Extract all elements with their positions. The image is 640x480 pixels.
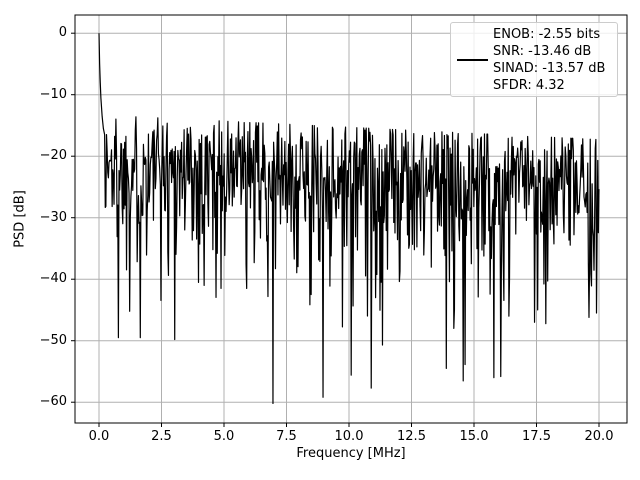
x-tick-label: 7.5	[276, 429, 297, 444]
y-tick-label: −30	[39, 209, 67, 225]
psd-curve	[98, 33, 600, 405]
y-tick-label: −50	[39, 332, 67, 348]
legend-sfdr-label: SFDR: 4.32	[493, 78, 565, 93]
y-tick-label: −10	[39, 86, 67, 102]
legend-text-block: ENOB: -2.55 bits SNR: -13.46 dB SINAD: -…	[493, 26, 605, 94]
x-tick-label: 17.5	[522, 429, 551, 444]
legend-sinad-label: SINAD: -13.57 dB	[493, 61, 606, 76]
y-tick-label: 0	[58, 25, 67, 41]
x-axis-label: Frequency [MHz]	[296, 446, 406, 461]
x-tick-label: 12.5	[397, 429, 426, 444]
legend-box: ENOB: -2.55 bits SNR: -13.46 dB SINAD: -…	[450, 22, 618, 97]
x-tick-label: 5.0	[213, 429, 235, 444]
x-tick-label: 20.0	[584, 429, 614, 444]
x-tick-label: 0.0	[88, 429, 110, 444]
legend-snr-label: SNR: -13.46 dB	[493, 44, 592, 59]
x-tick-label: 10.0	[334, 429, 364, 444]
legend-enob-label: ENOB: -2.55 bits	[493, 27, 601, 42]
y-tick-label: −40	[39, 271, 67, 287]
y-tick-label: −20	[39, 148, 67, 164]
legend-line-sample	[457, 58, 488, 61]
x-tick-label: 15.0	[459, 429, 489, 444]
plot-border	[74, 14, 628, 424]
x-tick-label: 2.5	[151, 429, 172, 444]
y-tick-label: −60	[39, 394, 67, 410]
